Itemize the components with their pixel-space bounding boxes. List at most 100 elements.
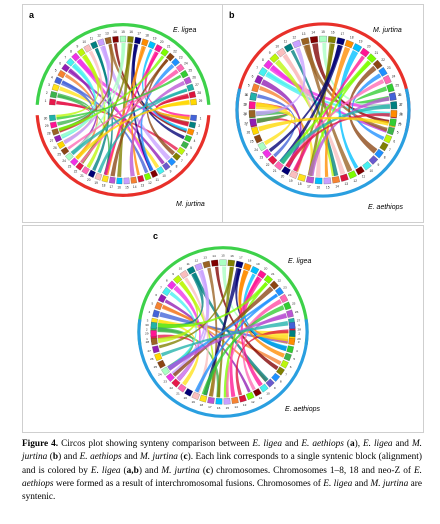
synteny-link <box>258 116 389 132</box>
chromosome-number: 25 <box>250 139 254 143</box>
chromosome-segment <box>49 121 58 129</box>
caption-species: M. jurtina <box>140 452 178 463</box>
chromosome-number: 17 <box>341 32 345 36</box>
synteny-link <box>240 276 263 387</box>
chromosome-segment <box>280 359 289 369</box>
chromosome-segment <box>331 176 341 184</box>
chromosome-number: 29 <box>243 103 247 107</box>
synteny-link <box>58 64 96 132</box>
synteny-link <box>146 58 176 156</box>
chromosome-segment <box>309 36 319 44</box>
chromosome-number: 24 <box>392 75 396 79</box>
caption-species: E. ligea <box>323 478 353 489</box>
chromosome-number: 2 <box>244 113 246 117</box>
chromosome-segment <box>339 173 349 182</box>
caption-panel-ref: a,b <box>126 465 139 476</box>
chromosome-number: 16 <box>129 30 133 34</box>
chromosome-number: 21 <box>167 45 171 49</box>
chromosome-number: 27 <box>244 121 248 125</box>
chromosome-segment <box>374 148 384 159</box>
chromosome-segment <box>154 301 163 311</box>
chromosome-number: 15 <box>221 254 225 258</box>
caption-text: ( <box>47 452 53 463</box>
chromosome-number: 14 <box>212 254 216 258</box>
chromosome-segment <box>83 44 92 53</box>
chromosome-number: 24 <box>62 159 66 163</box>
chromosome-number: 22 <box>170 386 174 390</box>
caption-species: E. aethiops <box>22 465 422 489</box>
chromosome-segment <box>251 83 260 93</box>
chromosome-segment <box>154 352 163 362</box>
chromosome-number: 15 <box>321 30 325 34</box>
chromosome-number: 29 <box>297 337 301 341</box>
chromosome-number: 23 <box>163 380 167 384</box>
chromosome-segment <box>319 35 327 43</box>
chromosome-segment <box>248 101 256 109</box>
chromosome-number: 8 <box>280 380 282 384</box>
panel-label-c: c <box>153 231 159 241</box>
chromosome-segment <box>127 36 134 43</box>
chromosome-number: 24 <box>158 373 162 377</box>
chromosome-segment <box>314 177 323 185</box>
chromosome-segment <box>150 321 158 329</box>
caption-species: E. ligea <box>362 439 393 449</box>
chromosome-segment <box>305 176 315 184</box>
chromosome-number: 4 <box>149 310 151 314</box>
synteny-link <box>67 69 165 165</box>
chromosome-segment <box>162 286 171 297</box>
caption-text: ( <box>199 465 206 476</box>
chromosome-number: 5 <box>151 301 153 305</box>
synteny-link <box>110 58 169 177</box>
chromosome-segment <box>269 280 279 290</box>
chromosome-number: 14 <box>335 185 339 189</box>
chromosome-segment <box>289 330 296 337</box>
chromosome-segment <box>49 98 56 106</box>
species-label-bottom-c: E. aethiops <box>285 406 321 413</box>
chromosome-segment <box>336 37 346 46</box>
chromosome-number: 5 <box>397 131 399 135</box>
chromosome-segment <box>90 41 99 50</box>
chromosome-segment <box>359 47 370 58</box>
chromosome-segment <box>352 43 363 53</box>
chromosome-segment <box>250 266 260 275</box>
chromosome-segment <box>252 388 262 397</box>
caption-text: and <box>392 439 412 449</box>
synteny-links <box>256 42 390 178</box>
chromosome-number: 11 <box>186 262 189 266</box>
chromosome-number: 4 <box>246 93 248 97</box>
species-label-bottom-b: E. aethiops <box>368 204 404 211</box>
chromosome-number: 6 <box>252 75 254 79</box>
synteny-link <box>155 94 189 127</box>
chromosome-number: 11 <box>362 174 366 178</box>
species-label-bottom-a: M. jurtina <box>176 201 205 208</box>
chromosome-number: 11 <box>90 37 94 41</box>
chromosome-number: 5 <box>55 68 57 72</box>
synteny-link <box>338 50 359 169</box>
caption-label: Figure 4. <box>22 439 59 449</box>
chromosome-number: 20 <box>184 396 188 400</box>
chromosome-number: 1 <box>246 122 248 126</box>
caption-species: E. aethiops <box>79 452 122 463</box>
chromosome-segment <box>177 383 187 393</box>
chromosome-segment <box>276 366 285 376</box>
chromosome-segment <box>362 161 372 171</box>
chromosome-number: 10 <box>266 391 270 395</box>
synteny-link <box>67 69 179 150</box>
chromosome-number: 26 <box>192 76 196 80</box>
caption-text: are syntenic. <box>22 478 422 503</box>
chromosome-number: 25 <box>57 153 61 157</box>
chromosome-number: 10 <box>370 169 374 173</box>
chromosome-number: 27 <box>50 139 54 143</box>
chromosome-segment <box>390 110 398 118</box>
chromosome-segment <box>167 157 176 166</box>
chromosome-number: 26 <box>53 146 57 150</box>
chromosome-number: 30 <box>245 93 249 97</box>
chromosome-number: 4 <box>194 139 196 143</box>
chromosome-segment <box>60 146 70 156</box>
synteny-link <box>229 276 261 398</box>
chromosome-number: 8 <box>262 58 264 62</box>
chromosome-segment <box>186 83 195 92</box>
chromosome-number: 2 <box>146 328 148 332</box>
chromosome-segment <box>143 172 152 181</box>
